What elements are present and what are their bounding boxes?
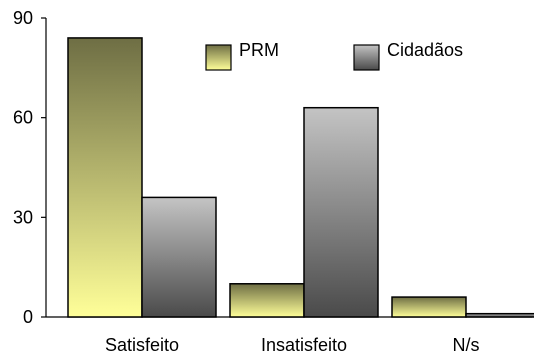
legend-label: Cidadãos [387, 40, 463, 60]
bar-prm-insatisfeito [229, 283, 305, 318]
x-tick-label: N/s [453, 335, 480, 355]
legend-label: PRM [239, 40, 279, 60]
bar-prm-satisfeito [67, 37, 143, 318]
y-tick-label: 90 [13, 8, 33, 28]
legend-swatch [353, 44, 380, 71]
y-tick-label: 30 [13, 207, 33, 227]
bars-group: Satisfeito Insatisfeito N/s [67, 37, 534, 355]
x-tick-label: Satisfeito [105, 335, 179, 355]
y-tick-label: 60 [13, 108, 33, 128]
bar-cidadãos-insatisfeito [303, 106, 379, 318]
bar-prm-ns [391, 296, 467, 318]
y-tick-label: 0 [23, 307, 33, 327]
bar-cidadãos-satisfeito [141, 196, 217, 318]
x-tick-label: Insatisfeito [261, 335, 347, 355]
bar-cidadãos-ns [465, 312, 534, 318]
legend-swatch [205, 44, 232, 71]
legend: PRM Cidadãos [205, 40, 463, 71]
